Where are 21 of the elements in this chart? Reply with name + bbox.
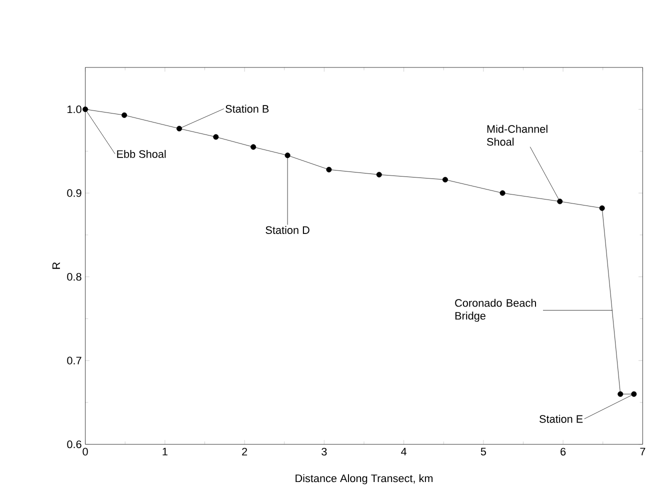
x-tick-label: 6 [560, 448, 566, 456]
x-tick-label: 2 [242, 448, 248, 456]
x-tick-label: 7 [640, 448, 646, 456]
x-tick-label: 4 [401, 448, 407, 456]
annotation: Coronado Beach Bridge [455, 299, 536, 322]
y-axis-title: R [52, 262, 60, 270]
y-tick-label: 1.0 [68, 106, 82, 114]
x-axis-title: Distance Along Transect, km [296, 474, 433, 484]
annotation: Mid-Channel Shoal [486, 125, 548, 146]
x-tick-label: 0 [82, 448, 88, 456]
y-tick-label: 0.8 [67, 273, 82, 281]
y-tick-label: 0.6 [67, 440, 82, 448]
annotation: Ebb Shoal [117, 150, 166, 158]
x-tick-label: 3 [322, 448, 327, 456]
x-tick-label: 5 [480, 448, 486, 456]
y-tick-label: 0.7 [67, 356, 82, 365]
annotation: Station B [226, 104, 269, 113]
y-tick-label: 0.9 [67, 189, 82, 198]
annotation: Station D [266, 226, 310, 234]
x-tick-label: 1 [162, 448, 168, 456]
annotation: Station E [540, 415, 583, 424]
